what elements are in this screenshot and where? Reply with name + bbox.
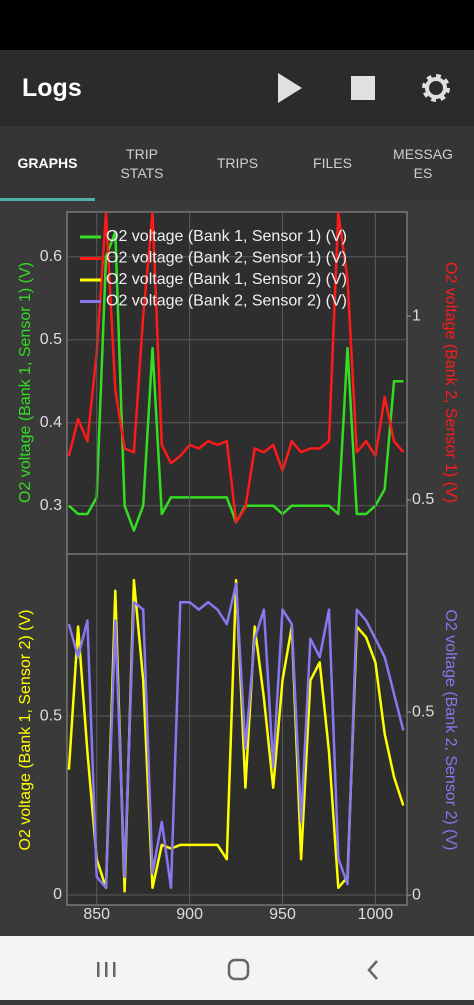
legend-label: O2 voltage (Bank 2, Sensor 1) (V)	[106, 250, 347, 267]
status-bar	[0, 0, 474, 50]
y-tick-label: 0.5	[40, 331, 62, 348]
tab-bar: GRAPHS TRIP STATS TRIPS FILES MESSAGES	[0, 126, 474, 201]
tab[interactable]: FILES	[313, 155, 352, 171]
y2-tick-label: 0	[412, 886, 421, 903]
tab[interactable]: TRIPS	[216, 155, 259, 171]
y-tick-label: 0.3	[40, 497, 62, 514]
legend-label: O2 voltage (Bank 2, Sensor 2) (V)	[106, 293, 347, 310]
stop-button[interactable]	[351, 76, 375, 100]
toolbar-icons	[278, 73, 450, 103]
x-tick-label: 1000	[358, 906, 394, 923]
axis-label: O2 voltage (Bank 1, Sensor 1) (V)	[17, 262, 34, 503]
axis-label: O2 voltage (Bank 2, Sensor 1) (V)	[442, 262, 459, 503]
settings-button[interactable]	[422, 74, 450, 102]
y-tick-label: 0.5	[40, 707, 62, 724]
x-tick-label: 850	[83, 906, 110, 923]
x-tick-label: 950	[269, 906, 296, 923]
y2-tick-label: 0.5	[412, 703, 434, 720]
legend-label: O2 voltage (Bank 1, Sensor 1) (V)	[106, 228, 347, 245]
tab[interactable]: GRAPHS	[17, 155, 78, 171]
x-tick-label: 900	[176, 906, 203, 923]
legend-label: O2 voltage (Bank 1, Sensor 2) (V)	[106, 271, 347, 288]
tab[interactable]: TRIP STATS	[120, 145, 164, 181]
y2-tick-label: 1	[412, 307, 421, 324]
axis-label: O2 voltage (Bank 1, Sensor 2) (V)	[17, 610, 34, 851]
nav-icons	[97, 958, 378, 981]
y-tick-label: 0.4	[40, 414, 62, 431]
tab[interactable]: MESSAGES	[393, 145, 453, 181]
data-line	[67, 582, 405, 890]
axis-label: O2 voltage (Bank 2, Sensor 2) (V)	[442, 610, 459, 851]
charts: 0.3 0.4 0.5 0.6 0.5 1 O2 voltage (Bank 1, Sens…	[17, 211, 459, 923]
y-tick-label: 0	[53, 886, 62, 903]
y-tick-label: 0.6	[40, 248, 62, 265]
y2-tick-label: 0.5	[412, 491, 434, 508]
nav-bar	[0, 936, 474, 1000]
app-title: Logs	[22, 74, 82, 102]
recents-button[interactable]	[97, 962, 116, 977]
play-button[interactable]	[278, 73, 302, 103]
home-button[interactable]	[227, 958, 250, 981]
data-line	[67, 211, 405, 524]
app-bar: Logs	[0, 50, 474, 126]
back-button[interactable]	[367, 960, 378, 980]
tab-indicator	[0, 198, 95, 201]
